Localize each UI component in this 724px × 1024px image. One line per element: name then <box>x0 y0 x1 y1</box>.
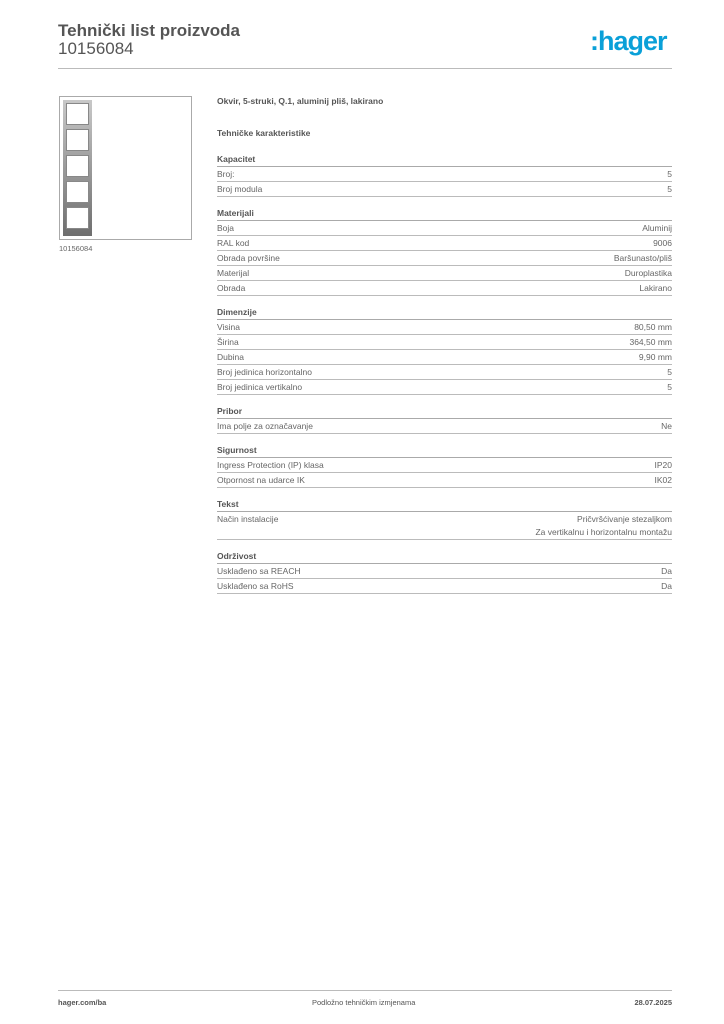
spec-row: Materijal Duroplastika <box>217 266 672 281</box>
section-title: Pribor <box>217 405 672 419</box>
section-title: Održivost <box>217 550 672 564</box>
spec-value: 9006 <box>653 238 672 248</box>
footer-divider <box>58 990 672 991</box>
spec-row: Obrada Lakirano <box>217 281 672 296</box>
spec-row: Visina 80,50 mm <box>217 320 672 335</box>
spec-value: 364,50 mm <box>629 337 672 347</box>
spec-value: 5 <box>667 367 672 377</box>
page-title: Tehnički list proizvoda <box>58 21 240 40</box>
spec-label: Broj jedinica vertikalno <box>217 382 303 392</box>
spec-sections: Kapacitet Broj: 5 Broj modula 5 Materijali Boj… <box>217 153 672 594</box>
spec-row: Usklađeno sa REACH Da <box>217 564 672 579</box>
spec-row: Ima polje za označavanje Ne <box>217 419 672 434</box>
spec-value: Ne <box>661 421 672 431</box>
spec-value: 5 <box>667 184 672 194</box>
footer-note: Podložno tehničkim izmjenama <box>312 998 416 1007</box>
frame-cell <box>66 181 89 203</box>
spec-section: Materijali Boja Aluminij RAL kod 9006 Obrada … <box>217 207 672 296</box>
spec-value: Baršunasto/pliš <box>613 253 672 263</box>
spec-label: Broj jedinica horizontalno <box>217 367 312 377</box>
section-title: Sigurnost <box>217 444 672 458</box>
spec-content: Okvir, 5-struki, Q.1, aluminij pliš, lak… <box>217 96 672 604</box>
spec-value: 9,90 mm <box>638 352 672 362</box>
spec-label: RAL kod <box>217 238 250 248</box>
spec-label: Materijal <box>217 268 250 278</box>
footer-date: 28.07.2025 <box>634 998 672 1007</box>
spec-label: Način instalacije <box>217 514 279 524</box>
spec-row: Otpornost na udarce IK IK02 <box>217 473 672 488</box>
product-description: Okvir, 5-struki, Q.1, aluminij pliš, lak… <box>217 96 384 106</box>
frame-cell <box>66 103 89 125</box>
spec-label: Usklađeno sa REACH <box>217 566 301 576</box>
spec-value: Da <box>661 566 672 576</box>
spec-label: Širina <box>217 337 239 347</box>
spec-row: Dubina 9,90 mm <box>217 350 672 365</box>
spec-value: IK02 <box>654 475 673 485</box>
spec-value: 5 <box>667 382 672 392</box>
spec-value: 80,50 mm <box>634 322 672 332</box>
frame-illustration <box>63 100 92 236</box>
spec-label: Ingress Protection (IP) klasa <box>217 460 324 470</box>
spec-row: Boja Aluminij <box>217 221 672 236</box>
section-title: Tekst <box>217 498 672 512</box>
spec-value: Duroplastika <box>624 268 672 278</box>
spec-label: Broj: <box>217 169 235 179</box>
image-caption: 10156084 <box>59 244 93 253</box>
spec-label: Ima polje za označavanje <box>217 421 313 431</box>
section-title: Kapacitet <box>217 153 672 167</box>
product-number: 10156084 <box>58 39 134 58</box>
spec-label: Usklađeno sa RoHS <box>217 581 294 591</box>
section-title: Materijali <box>217 207 672 221</box>
spec-value: IP20 <box>654 460 673 470</box>
spec-row: Ingress Protection (IP) klasa IP20 <box>217 458 672 473</box>
product-image <box>59 96 192 240</box>
hager-logo: :hager <box>590 26 668 56</box>
spec-row: Obrada površine Baršunasto/pliš <box>217 251 672 266</box>
spec-row: Usklađeno sa RoHS Da <box>217 579 672 594</box>
frame-cell <box>66 129 89 151</box>
spec-value: 5 <box>667 169 672 179</box>
spec-label: Dubina <box>217 352 244 362</box>
spec-section: Tekst Način instalacije Pričvršćivanje ste… <box>217 498 672 540</box>
header-divider <box>58 68 672 69</box>
spec-row: Broj jedinica vertikalno 5 <box>217 380 672 395</box>
spec-label: Visina <box>217 322 240 332</box>
spec-section: Dimenzije Visina 80,50 mm Širina 364,50 mm Du… <box>217 306 672 395</box>
spec-row: Širina 364,50 mm <box>217 335 672 350</box>
spec-label: Broj modula <box>217 184 263 194</box>
spec-row: Broj jedinica horizontalno 5 <box>217 365 672 380</box>
frame-cell <box>66 207 89 229</box>
spec-row: Način instalacije Pričvršćivanje stezaljk… <box>217 512 672 540</box>
spec-row: Broj: 5 <box>217 167 672 182</box>
section-title: Dimenzije <box>217 306 672 320</box>
spec-row: Broj modula 5 <box>217 182 672 197</box>
spec-label: Obrada <box>217 283 246 293</box>
spec-value: Aluminij <box>642 223 672 233</box>
spec-label: Otpornost na udarce IK <box>217 475 305 485</box>
spec-label: Boja <box>217 223 235 233</box>
spec-value: Lakirano <box>639 283 672 293</box>
spec-section: Kapacitet Broj: 5 Broj modula 5 <box>217 153 672 197</box>
spec-value: Da <box>661 581 672 591</box>
spec-section: Pribor Ima polje za označavanje Ne <box>217 405 672 434</box>
spec-section: Sigurnost Ingress Protection (IP) klasa IP… <box>217 444 672 488</box>
spec-section: Održivost Usklađeno sa REACH Da Usklađeno s… <box>217 550 672 594</box>
footer-website[interactable]: hager.com/ba <box>58 998 107 1007</box>
spec-subtitle: Tehničke karakteristike <box>217 128 311 138</box>
spec-value: Pričvršćivanje stezaljkom Za vertikalnu … <box>535 514 672 537</box>
spec-label: Obrada površine <box>217 253 280 263</box>
frame-cell <box>66 155 89 177</box>
spec-row: RAL kod 9006 <box>217 236 672 251</box>
